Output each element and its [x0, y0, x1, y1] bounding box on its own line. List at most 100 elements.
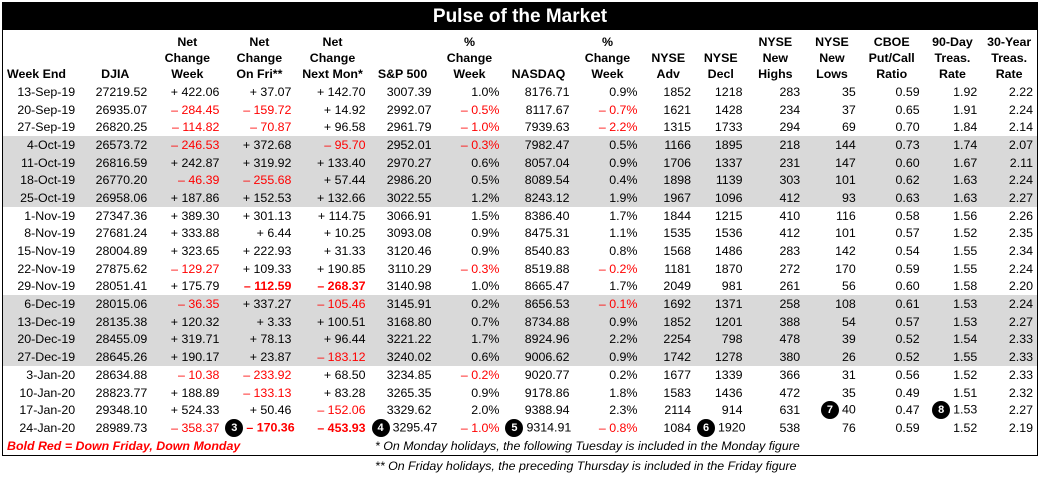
- table-cell: 798: [695, 330, 747, 349]
- table-cell: 101: [804, 171, 860, 190]
- table-cell: 1.7%: [435, 330, 504, 349]
- cell-value: + 132.66: [317, 190, 366, 205]
- cell-value: 8924.96: [524, 332, 570, 347]
- cell-value: 2.35: [1008, 226, 1033, 241]
- table-cell: 22-Nov-19: [3, 260, 79, 278]
- cell-value: + 96.44: [323, 332, 366, 347]
- cell-value: 0.9%: [609, 155, 638, 170]
- cell-value: 1535: [663, 226, 691, 241]
- table-cell: 2.33: [981, 330, 1037, 349]
- table-cell: + 68.50: [295, 366, 369, 384]
- cell-value: – 129.27: [171, 261, 220, 276]
- cell-value: 1967: [663, 190, 691, 205]
- cell-value: 1.51: [953, 385, 978, 400]
- table-cell: 8734.88: [503, 312, 574, 331]
- cell-value: – 0.2%: [598, 261, 638, 276]
- cell-value: 0.49: [895, 385, 920, 400]
- cell-value: 0.2%: [609, 367, 638, 382]
- table-cell: + 96.58: [295, 118, 369, 136]
- table-cell: 28015.06: [79, 295, 152, 313]
- cell-value: 2986.20: [386, 173, 432, 188]
- cell-value: – 2.2%: [598, 120, 638, 135]
- table-row: 3-Jan-20 28634.88 – 10.38 – 233.92 + 68.50 32…: [3, 366, 1037, 384]
- cell-value: 294: [779, 120, 801, 135]
- cell-value: 7939.63: [524, 120, 570, 135]
- cell-value: 10-Jan-20: [19, 385, 76, 400]
- cell-value: 0.7%: [471, 314, 500, 329]
- table-cell: + 78.13: [223, 330, 296, 349]
- table-cell: 27-Dec-19: [3, 348, 80, 366]
- cell-value: 101: [835, 173, 856, 188]
- cell-value: 1278: [714, 350, 743, 365]
- cell-value: 27347.36: [95, 208, 148, 223]
- cell-value: 478: [779, 332, 801, 347]
- cell-value: + 120.32: [170, 314, 220, 329]
- table-row: 11-Oct-19 26816.59 + 242.87 + 319.92 + 133.4…: [3, 153, 1037, 172]
- cell-value: 22-Nov-19: [17, 261, 76, 276]
- table-cell: 380: [746, 348, 805, 366]
- col-header: 90-Day Treas. Rate: [932, 35, 973, 81]
- table-cell: 1.1%: [573, 225, 641, 243]
- cell-value: 3329.62: [386, 403, 432, 418]
- table-cell: 0.49: [860, 384, 924, 402]
- cell-value: 28989.73: [95, 421, 148, 436]
- table-cell: 144: [804, 136, 860, 154]
- table-cell: 15-Nov-19: [3, 242, 79, 260]
- table-cell: + 175.79: [151, 278, 223, 296]
- table-cell: 4-Oct-19: [3, 136, 80, 154]
- cell-value: 914: [721, 403, 743, 418]
- table-cell: 1278: [695, 348, 747, 366]
- table-cell: 1677: [641, 366, 695, 384]
- table-cell: 1.67: [923, 153, 982, 172]
- cell-value: – 133.13: [243, 385, 292, 400]
- table-cell: 8540.83: [503, 242, 573, 260]
- table-cell: + 142.70: [295, 83, 369, 101]
- table-cell: 8386.40: [503, 207, 573, 225]
- cell-value: 26: [841, 350, 856, 365]
- cell-value: 8656.53: [524, 297, 570, 312]
- table-row: 25-Oct-19 26958.06 + 187.86 + 152.53 + 132.6…: [3, 189, 1037, 207]
- table-cell: 147: [804, 153, 860, 172]
- table-cell: 258: [746, 295, 805, 313]
- cell-value: 3140.98: [386, 279, 432, 294]
- table-row: 27-Dec-19 28645.26 + 190.17 + 23.87 – 183.12…: [3, 348, 1037, 366]
- cell-value: 1486: [714, 244, 743, 259]
- cell-value: 3120.46: [386, 244, 432, 259]
- table-cell: + 83.28: [295, 384, 369, 402]
- table-cell: 26573.72: [79, 136, 152, 154]
- cell-value: 147: [835, 155, 856, 170]
- cell-value: 3007.39: [386, 84, 432, 99]
- table-cell: 1.9%: [573, 189, 642, 207]
- cell-value: 35: [841, 385, 856, 400]
- table-cell: 1.54: [923, 330, 982, 349]
- table-cell: 1084: [641, 419, 695, 437]
- cell-value: 9314.91: [526, 420, 572, 435]
- table-cell: 28645.26: [79, 348, 152, 366]
- table-cell: 1.0%: [435, 278, 503, 296]
- table-cell: 1.55: [924, 242, 982, 260]
- table-cell: 2986.20: [369, 171, 436, 190]
- table-cell: 1139: [695, 171, 747, 190]
- footer-notes: Bold Red = Down Friday, Down Monday * On…: [3, 437, 1037, 485]
- cell-value: 283: [779, 244, 801, 259]
- cell-value: 0.60: [895, 279, 920, 294]
- cell-value: 0.57: [895, 314, 920, 329]
- cell-value: 8734.88: [524, 314, 570, 329]
- table-cell: 24-Jan-20: [3, 419, 79, 437]
- table-cell: 1215: [695, 207, 746, 225]
- table-cell: 0.5%: [435, 171, 504, 190]
- col-header: Net Change On Fri**: [236, 35, 283, 81]
- col-header: NYSE Adv: [651, 51, 686, 81]
- cell-value: 11-Oct-19: [21, 155, 76, 170]
- table-cell: 631: [746, 401, 804, 419]
- cell-value: 7982.47: [524, 137, 570, 152]
- cell-value: 3093.08: [386, 226, 432, 241]
- table-cell: 0.58: [860, 207, 924, 225]
- table-cell: 0.59: [860, 260, 924, 278]
- table-cell: 1181: [641, 260, 695, 278]
- table-cell: 2.27: [981, 189, 1037, 207]
- cell-value: 0.5%: [609, 137, 638, 152]
- legend-text: Bold Red = Down Friday, Down Monday: [7, 439, 241, 454]
- cell-value: 0.61: [895, 297, 920, 312]
- cell-value: 18-Oct-19: [20, 173, 76, 188]
